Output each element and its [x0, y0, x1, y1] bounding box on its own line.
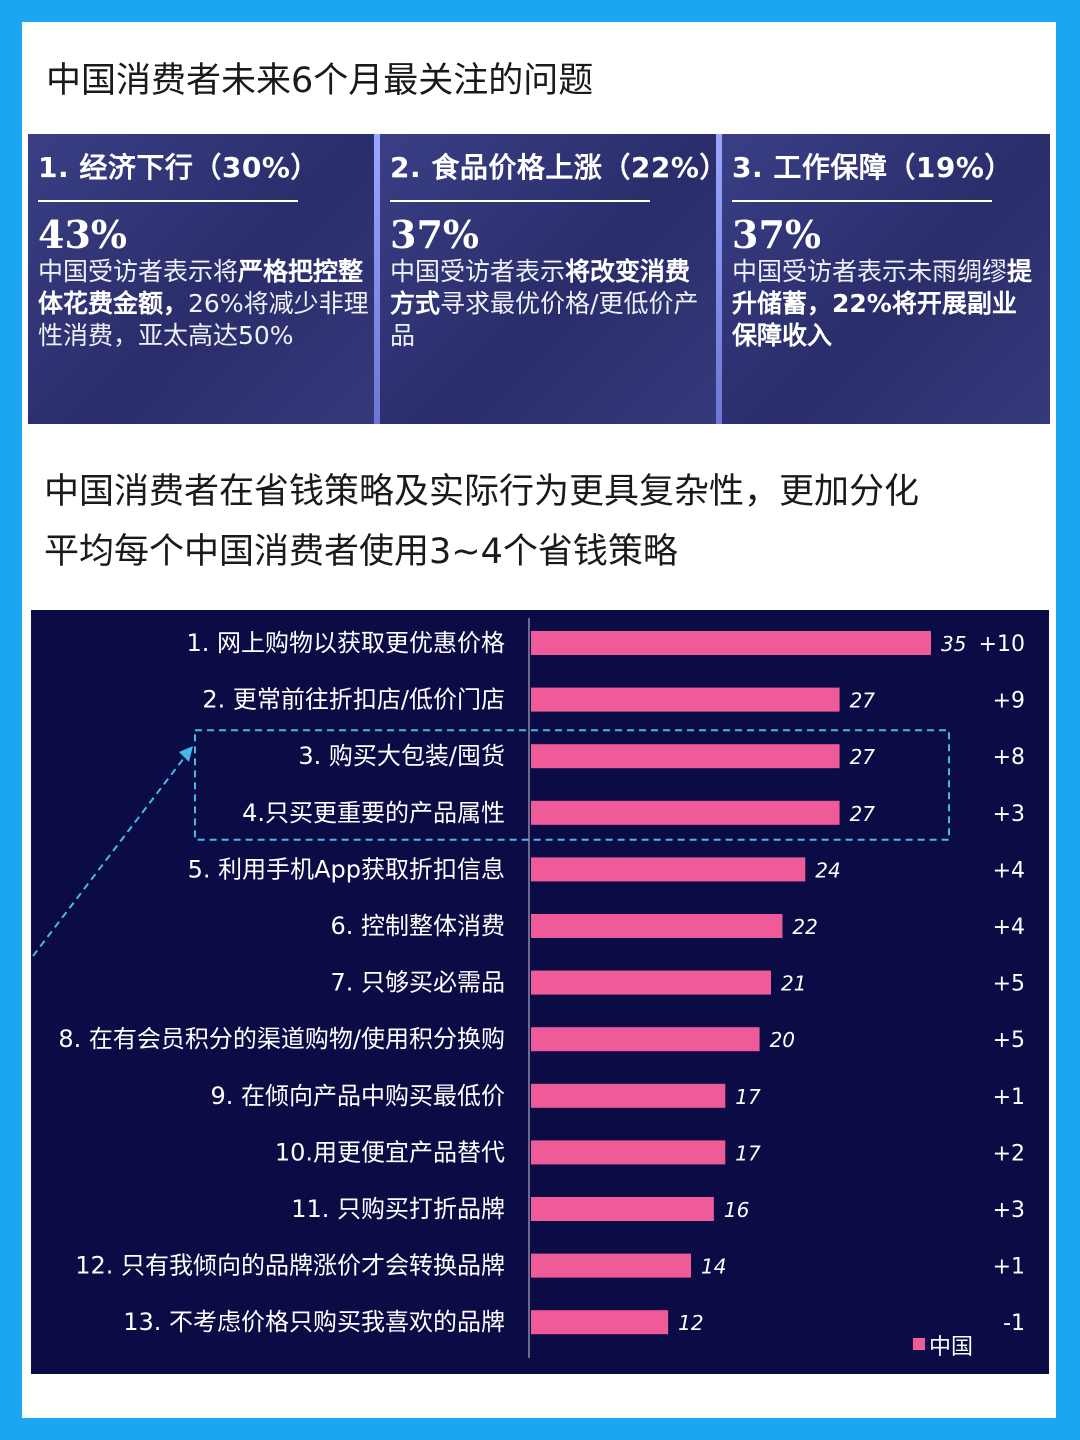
card-desc-part: 中国受访者表示	[390, 257, 566, 286]
category-label: 13. 不考虑价格只购买我喜欢的品牌	[123, 1308, 505, 1336]
category-label: 4.只买更重要的产品属性	[242, 799, 505, 827]
card-desc-part: 26%将减少非理性消费，亚太高达50%	[38, 289, 369, 350]
bar	[531, 1027, 760, 1052]
card-desc-part: 提升储蓄，22%将开展副业保障收入	[732, 257, 1033, 350]
change-label: +2	[993, 1141, 1025, 1166]
card-heading: 2. 食品价格上涨（22%）	[390, 151, 722, 184]
card-desc-part: 将改变消费方式	[390, 257, 691, 318]
page-title: 中国消费者未来6个月最关注的问题	[46, 61, 594, 101]
category-label: 5. 利用手机App获取折扣信息	[188, 855, 505, 883]
card-separator	[374, 134, 380, 424]
data-label: 17	[735, 1085, 761, 1109]
data-label: 17	[735, 1141, 761, 1165]
change-label: +4	[993, 858, 1025, 883]
section-title: 中国消费者在省钱策略及实际行为更具复杂性，更加分化 平均每个中国消费者使用3~4…	[44, 462, 919, 582]
section-title-line-2: 平均每个中国消费者使用3~4个省钱策略	[44, 532, 678, 572]
strategy-bar-chart: 1. 网上购物以获取更优惠价格 35 +10 2. 更常前往折扣店/低价门店 27 +9 3…	[31, 610, 1049, 1374]
category-label: 6. 控制整体消费	[330, 912, 505, 940]
card-description: 中国受访者表示将严格把控整体花费金额，26%将减少非理性消费，亚太高达50%	[38, 256, 370, 352]
category-label: 7. 只够买必需品	[330, 969, 505, 997]
category-label: 1. 网上购物以获取更优惠价格	[186, 629, 505, 657]
bar	[531, 1083, 726, 1108]
data-label: 27	[850, 745, 876, 769]
card-percent: 37%	[390, 212, 479, 257]
change-label: +3	[993, 1198, 1025, 1223]
card-desc-part: 中国受访者表示未雨绸缪	[732, 257, 1008, 286]
data-label: 12	[678, 1311, 703, 1335]
change-label: +5	[993, 972, 1025, 997]
card-heading: 3. 工作保障（19%）	[732, 151, 1013, 184]
highlight-arrow-head	[179, 746, 193, 762]
bar	[531, 1310, 669, 1335]
category-label: 12. 只有我倾向的品牌涨价才会转换品牌	[75, 1252, 505, 1280]
change-label: +1	[993, 1085, 1025, 1110]
card-percent: 37%	[732, 212, 821, 257]
bar	[531, 744, 840, 769]
category-label: 11. 只购买打折品牌	[291, 1195, 505, 1223]
bar-chart-svg: 1. 网上购物以获取更优惠价格 35 +10 2. 更常前往折扣店/低价门店 27 +9 3…	[32, 618, 1025, 1360]
category-label: 10.用更便宜产品替代	[275, 1138, 505, 1166]
category-label: 8. 在有会员积分的渠道购物/使用积分换购	[58, 1025, 505, 1053]
concern-card-1: 1. 经济下行（30%） 43% 中国受访者表示将严格把控整体花费金额，26%将…	[28, 134, 380, 424]
card-description: 中国受访者表示将改变消费方式寻求最优价格/更低价产品	[390, 256, 712, 352]
card-heading: 1. 经济下行（30%）	[38, 151, 319, 184]
card-divider	[390, 200, 650, 202]
card-separator	[716, 134, 722, 424]
card-desc-part: 中国受访者表示将	[38, 257, 239, 286]
change-label: +9	[993, 689, 1025, 714]
page: 中国消费者未来6个月最关注的问题 1. 经济下行（30%） 43% 中国受访者表…	[22, 22, 1056, 1418]
category-label: 9. 在倾向产品中购买最低价	[210, 1082, 505, 1110]
change-label: -1	[1003, 1311, 1025, 1336]
bar	[531, 1140, 726, 1165]
card-desc-part: 寻求最优价格/更低价产品	[390, 289, 699, 350]
change-label: +10	[979, 632, 1025, 657]
legend-label: 中国	[929, 1335, 973, 1360]
bar	[531, 800, 840, 825]
data-label: 27	[850, 689, 876, 713]
category-label: 3. 购买大包装/囤货	[298, 742, 505, 770]
bar	[531, 857, 806, 882]
bar	[531, 970, 771, 995]
highlight-box	[194, 729, 950, 841]
change-label: +8	[993, 745, 1025, 770]
section-title-line-1: 中国消费者在省钱策略及实际行为更具复杂性，更加分化	[44, 472, 920, 512]
data-label: 14	[701, 1255, 726, 1279]
change-label: +1	[993, 1255, 1025, 1280]
bar	[531, 1197, 714, 1221]
card-desc-part: 严格把控整体花费金额，	[38, 257, 364, 318]
data-label: 20	[770, 1028, 795, 1052]
concern-cards: 1. 经济下行（30%） 43% 中国受访者表示将严格把控整体花费金额，26%将…	[28, 134, 1050, 424]
data-label: 35	[941, 632, 966, 656]
card-description: 中国受访者表示未雨绸缪提升储蓄，22%将开展副业保障收入	[732, 256, 1040, 352]
card-percent: 43%	[38, 212, 127, 257]
concern-card-3: 3. 工作保障（19%） 37% 中国受访者表示未雨绸缪提升储蓄，22%将开展副…	[722, 134, 1050, 424]
legend-swatch	[913, 1338, 925, 1350]
change-label: +5	[993, 1028, 1025, 1053]
data-label: 27	[850, 802, 876, 826]
change-label: +3	[993, 802, 1025, 827]
bar	[531, 1253, 691, 1278]
category-label: 2. 更常前往折扣店/低价门店	[202, 686, 505, 714]
data-label: 21	[781, 972, 806, 996]
data-label: 16	[724, 1198, 749, 1222]
bar	[531, 914, 783, 938]
data-label: 22	[792, 915, 817, 939]
highlight-arrow	[32, 753, 188, 957]
concern-card-2: 2. 食品价格上涨（22%） 37% 中国受访者表示将改变消费方式寻求最优价格/…	[380, 134, 722, 424]
data-label: 24	[815, 858, 840, 882]
bar	[531, 687, 840, 712]
card-divider	[732, 200, 992, 202]
change-label: +4	[993, 915, 1025, 940]
card-divider	[38, 200, 298, 202]
bar	[531, 631, 931, 655]
